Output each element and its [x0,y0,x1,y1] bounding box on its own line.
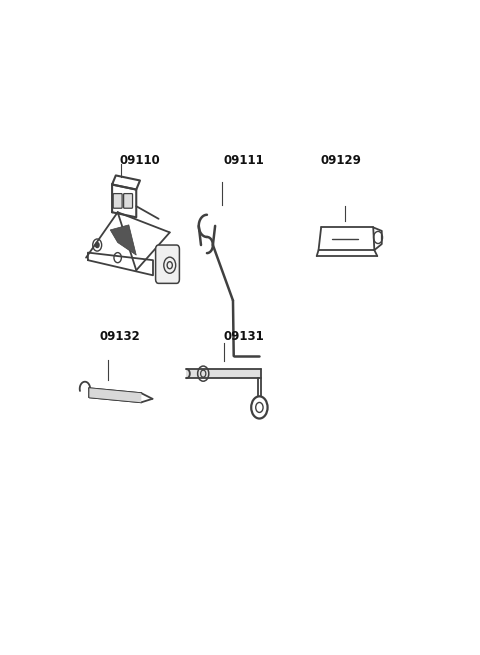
Text: 09110: 09110 [120,154,160,167]
Circle shape [96,242,99,248]
Polygon shape [186,369,261,378]
FancyBboxPatch shape [156,245,180,284]
Text: 09129: 09129 [321,154,361,167]
Polygon shape [110,225,136,255]
Text: 09111: 09111 [224,154,264,167]
Polygon shape [89,388,141,402]
FancyBboxPatch shape [113,194,122,208]
Text: 09131: 09131 [224,330,264,343]
Text: 09132: 09132 [99,330,140,343]
FancyBboxPatch shape [124,194,132,208]
